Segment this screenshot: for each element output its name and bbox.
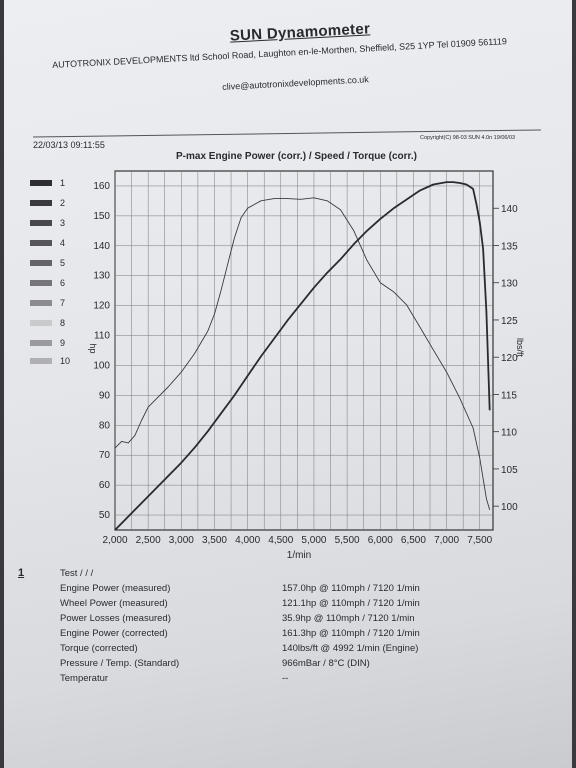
legend-swatch [30, 200, 52, 206]
legend-label: 7 [60, 298, 66, 308]
y2-tick-label: 135 [501, 241, 518, 252]
result-value: 966mBar / 8°C (DIN) [282, 658, 370, 669]
y-tick-label: 150 [93, 211, 110, 222]
y-tick-label: 120 [93, 301, 110, 312]
legend-item: 10 [30, 356, 90, 366]
legend-label: 9 [60, 338, 66, 348]
y2-tick-label: 105 [501, 465, 518, 476]
x-tick-label: 5,000 [301, 535, 326, 546]
result-value: 157.0hp @ 110mph / 7120 1/min [282, 583, 420, 594]
legend-swatch [30, 260, 52, 266]
legend-swatch [30, 300, 52, 306]
legend-swatch [30, 280, 52, 286]
legend-swatch [30, 180, 52, 186]
test-date-time: 22/03/13 09:11:55 [33, 140, 105, 150]
result-value: 140lbs/ft @ 4992 1/min (Engine) [282, 643, 419, 654]
y-tick-label: 100 [93, 360, 110, 371]
y2-tick-label: 120 [501, 353, 518, 364]
result-label: Power Losses (measured) [60, 613, 171, 624]
legend-label: 8 [60, 318, 66, 328]
y2-tick-label: 100 [501, 502, 518, 513]
x-tick-label: 4,500 [268, 535, 293, 546]
result-label: Engine Power (measured) [60, 583, 171, 594]
legend-item: 5 [30, 258, 90, 268]
legend-label: 4 [60, 238, 66, 248]
result-label: Test / / / [60, 568, 94, 579]
x-tick-label: 3,500 [202, 535, 227, 546]
legend-item: 9 [30, 338, 90, 348]
x-tick-label: 7,500 [467, 535, 492, 546]
x-tick-label: 4,000 [235, 535, 260, 546]
chart-title: P-max Engine Power (corr.) / Speed / Tor… [176, 151, 417, 162]
result-value: -- [282, 673, 289, 684]
y2-tick-label: 140 [501, 204, 518, 215]
legend-item: 3 [30, 218, 90, 228]
result-value: 161.3hp @ 110mph / 7120 1/min [282, 628, 420, 639]
legend-swatch [30, 320, 52, 326]
legend-label: 3 [60, 218, 66, 228]
result-label: Engine Power (corrected) [60, 628, 168, 639]
x-tick-label: 5,500 [335, 535, 360, 546]
x-tick-label: 3,000 [169, 535, 194, 546]
legend-swatch [30, 340, 52, 346]
x-tick-label: 6,000 [368, 535, 393, 546]
y-tick-label: 50 [99, 510, 111, 521]
test-number: 1 [18, 567, 25, 579]
result-label: Temperatur [60, 673, 109, 684]
y-tick-label: 70 [99, 450, 111, 461]
legend-item: 7 [30, 298, 90, 308]
x-axis-label: 1/min [287, 550, 311, 561]
legend-label: 10 [60, 356, 71, 366]
copyright-note: Copyright(C) 98-03 SUN 4.0n 19/06/03 [420, 135, 516, 141]
legend-label: 5 [60, 258, 66, 268]
y2-tick-label: 115 [501, 390, 517, 401]
x-tick-label: 2,500 [136, 535, 161, 546]
result-label: Torque (corrected) [60, 643, 138, 654]
y-tick-label: 80 [99, 420, 111, 431]
legend-item: 4 [30, 238, 90, 248]
y-tick-label: 90 [99, 390, 111, 401]
legend-item: 8 [30, 318, 90, 328]
legend-swatch [30, 358, 52, 364]
legend-label: 6 [60, 278, 66, 288]
y-axis-label: hp [88, 343, 98, 353]
result-label: Wheel Power (measured) [60, 598, 168, 609]
y-tick-label: 140 [93, 241, 110, 252]
y-tick-label: 160 [93, 181, 110, 192]
result-value: 35.9hp @ 110mph / 7120 1/min [282, 613, 415, 624]
result-value: 121.1hp @ 110mph / 7120 1/min [282, 598, 420, 609]
y2-tick-label: 130 [501, 279, 518, 290]
legend-label: 1 [60, 178, 66, 188]
legend-item: 1 [30, 178, 90, 188]
legend-swatch [30, 220, 52, 226]
y-tick-label: 110 [94, 331, 110, 342]
x-tick-label: 7,000 [434, 535, 459, 546]
y-tick-label: 130 [93, 271, 110, 282]
legend-label: 2 [60, 198, 66, 208]
series-line [114, 197, 491, 511]
y2-axis-label: lbs/ft [515, 338, 525, 358]
legend-item: 2 [30, 198, 90, 208]
y2-tick-label: 125 [501, 316, 518, 327]
printout-paper [4, 0, 572, 768]
y2-tick-label: 110 [501, 428, 517, 439]
series-line [114, 181, 491, 531]
y-tick-label: 60 [99, 480, 111, 491]
x-tick-label: 6,500 [401, 535, 426, 546]
result-label: Pressure / Temp. (Standard) [60, 658, 180, 669]
x-tick-label: 2,000 [102, 535, 127, 546]
legend-swatch [30, 240, 52, 246]
legend-item: 6 [30, 278, 90, 288]
